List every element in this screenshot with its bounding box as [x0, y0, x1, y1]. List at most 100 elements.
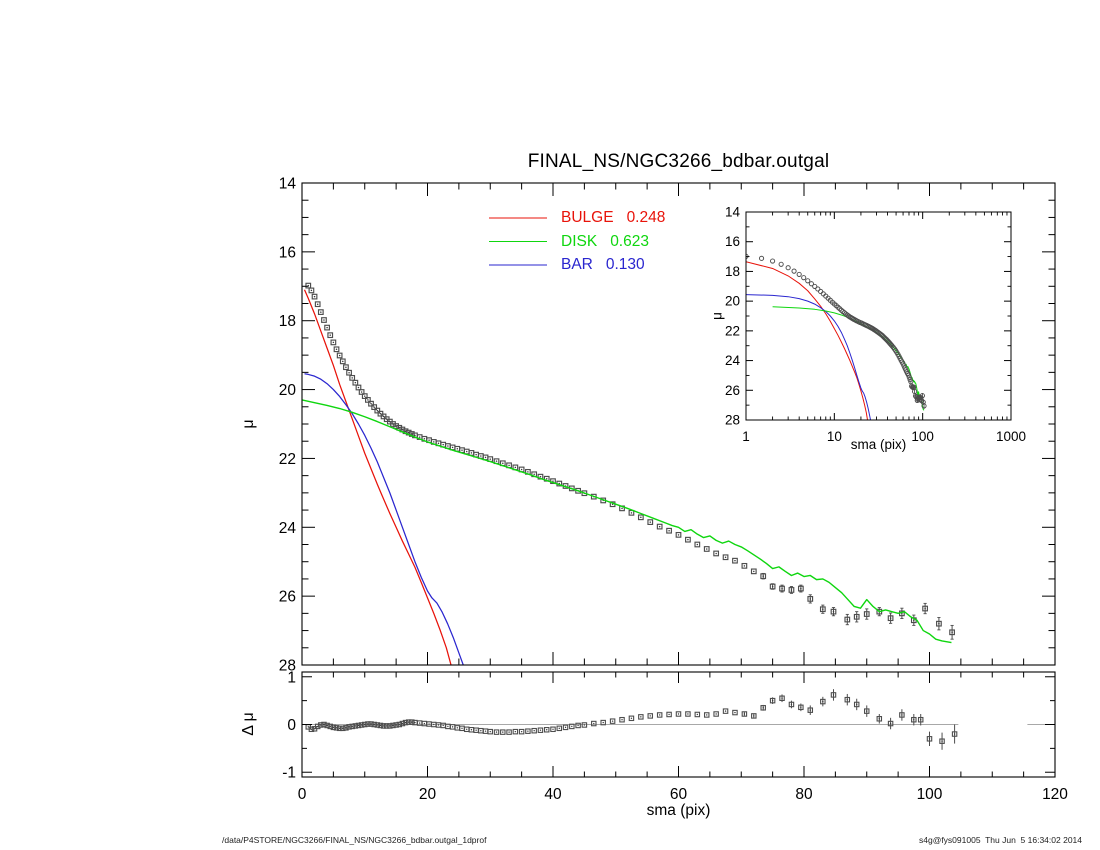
observed-point: [637, 514, 644, 521]
residual-point-dot: [781, 697, 783, 699]
residual-point-dot: [461, 727, 463, 730]
residual-point: [333, 725, 340, 731]
observed-point-dot: [539, 475, 542, 478]
residual-point: [899, 712, 905, 718]
footer-user-timestamp: s4g@fys091005 Thu Jun 5 16:34:02 2014: [918, 835, 1082, 845]
observed-point: [305, 282, 312, 289]
observed-point-dot: [428, 439, 430, 441]
observed-point: [333, 346, 340, 353]
residual-point-dot: [313, 728, 316, 730]
residual-point: [387, 723, 393, 729]
observed-point-dot: [677, 534, 680, 536]
observed-point: [741, 562, 748, 569]
inset-bulge-line: [746, 261, 869, 420]
residual-point-dot: [743, 713, 746, 715]
observed-point-dot: [640, 516, 642, 519]
residual-point-dot: [456, 727, 459, 729]
residual-point: [939, 738, 945, 744]
observed-point-dot: [442, 443, 444, 446]
residual-point-dot: [392, 724, 394, 727]
inset-observed-point: [808, 281, 814, 287]
figure-title: FINAL_NS/NGC3266_bdbar.outgal: [527, 151, 830, 172]
residual-point-dot: [928, 738, 931, 740]
observed-point: [779, 585, 785, 592]
residual-point: [751, 713, 757, 719]
inset-y-tick-label: 20: [725, 294, 740, 309]
residual-point-dot: [913, 719, 915, 721]
observed-point-dot: [938, 622, 940, 625]
observed-point-dot: [514, 466, 517, 469]
residual-point: [788, 701, 795, 708]
residual-point: [769, 697, 776, 704]
residual-point-dot: [724, 710, 727, 712]
residual-point: [600, 719, 606, 726]
residual-point-dot: [920, 719, 922, 721]
observed-point-dot: [345, 366, 347, 368]
residual-point-dot: [326, 724, 328, 727]
residual-point: [409, 719, 415, 725]
observed-point: [330, 339, 337, 346]
residual-point: [518, 728, 525, 735]
residual-point: [321, 721, 327, 728]
main-y-tick-label: 26: [279, 589, 296, 606]
observed-point: [656, 523, 663, 530]
observed-point: [317, 309, 324, 315]
residual-point-dot: [442, 724, 444, 727]
observed-point: [339, 358, 346, 365]
residual-point: [951, 731, 958, 737]
observed-point: [321, 317, 327, 323]
observed-point-dot: [316, 303, 319, 305]
residual-point-dot: [447, 725, 449, 728]
residual-point-dot: [593, 722, 595, 725]
residual-point-dot: [320, 724, 322, 726]
observed-point-dot: [649, 521, 652, 523]
observed-point: [732, 557, 738, 564]
residual-point-dot: [357, 724, 360, 727]
legend-label-disk: DISK: [561, 232, 598, 250]
residual-point: [318, 722, 324, 728]
residual-point-dot: [411, 721, 413, 723]
observed-point-dot: [351, 377, 353, 379]
residual-point: [844, 696, 851, 703]
main-x-axis-label: sma (pix): [646, 802, 711, 819]
residual-point: [550, 726, 556, 733]
observed-point-dot: [348, 371, 350, 374]
residual-point-dot: [323, 723, 325, 726]
observed-point: [722, 554, 729, 561]
observed-point: [327, 332, 334, 339]
residual-point-dot: [382, 725, 385, 727]
x-tick-label: 120: [1042, 786, 1068, 803]
residual-point: [685, 711, 691, 717]
observed-point-dot: [367, 399, 369, 401]
residual-panel-content: [302, 689, 1055, 750]
residual-point-dot: [649, 715, 651, 717]
main-panel-content: [302, 282, 955, 665]
observed-point: [358, 389, 365, 395]
observed-point: [324, 324, 330, 331]
observed-point-dot: [508, 464, 510, 467]
observed-point-dot: [470, 452, 473, 454]
residual-point-dot: [527, 730, 529, 732]
residual-point-dot: [658, 714, 661, 716]
residual-point: [656, 712, 663, 718]
observed-point: [769, 583, 776, 590]
observed-point: [343, 364, 349, 371]
residual-point-dot: [508, 731, 510, 733]
residual-point: [556, 725, 563, 732]
residual-point-dot: [360, 724, 363, 726]
residual-point-dot: [514, 730, 517, 733]
residual-point: [374, 722, 381, 728]
residual-point-dot: [376, 724, 378, 726]
inset-observed-point: [796, 271, 802, 277]
residual-point-dot: [345, 727, 347, 729]
observed-point: [936, 620, 942, 627]
residual-point: [327, 723, 333, 730]
residual-point: [377, 722, 384, 729]
observed-point-dot: [889, 617, 892, 619]
residual-point-dot: [335, 727, 338, 729]
residual-point-dot: [822, 700, 824, 703]
residual-point-dot: [790, 703, 793, 706]
residual-point: [380, 723, 387, 729]
residual-point: [619, 716, 625, 723]
residual-point-dot: [370, 723, 372, 725]
